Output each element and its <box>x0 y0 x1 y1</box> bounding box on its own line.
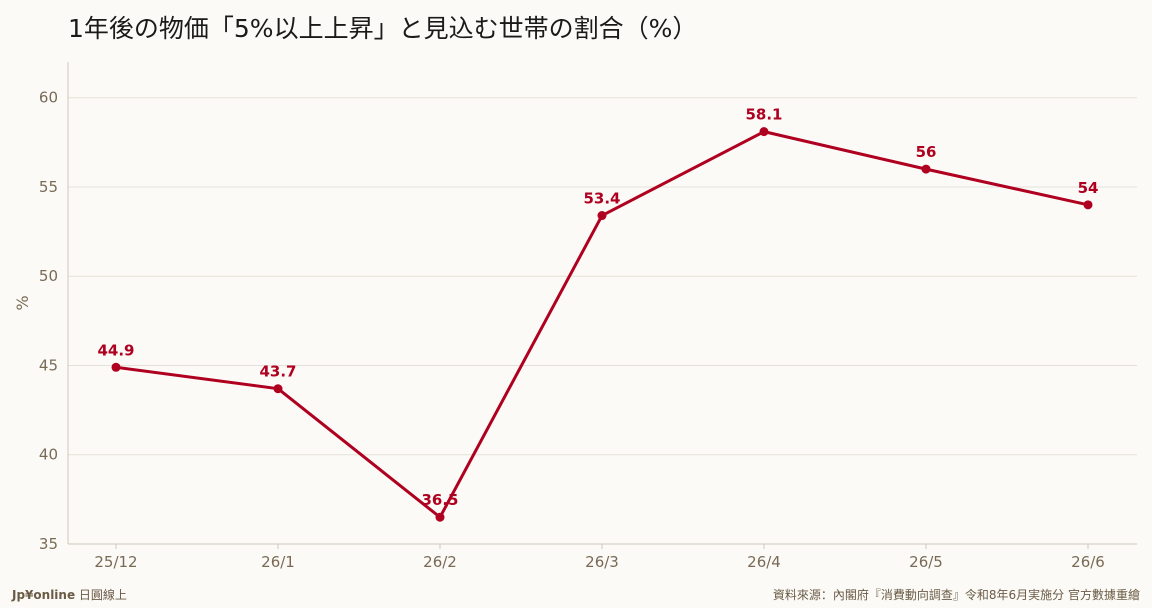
data-label: 54 <box>1078 179 1099 197</box>
data-point <box>597 211 607 221</box>
data-label: 58.1 <box>745 106 782 124</box>
x-axis-ticks: 25/12 26/1 26/2 26/3 26/4 26/5 26/6 <box>94 544 1105 571</box>
y-tick-label: 35 <box>39 535 58 553</box>
gridlines <box>68 97 1137 456</box>
chart-title: 1年後の物価「5%以上上昇」と見込む世帯の割合（%） <box>68 14 697 43</box>
data-point <box>111 362 121 372</box>
y-tick-label: 45 <box>39 356 58 374</box>
data-point <box>273 384 283 394</box>
source-note: 資料來源：內閣府『消費動向調查』令和8年6月実施分 官方數據重繪 <box>773 587 1140 602</box>
x-tick-label: 25/12 <box>94 553 137 571</box>
data-label: 36.5 <box>421 491 458 509</box>
data-labels: 44.9 43.7 36.5 53.4 58.1 56 54 <box>97 106 1098 510</box>
x-tick-label: 26/6 <box>1071 553 1105 571</box>
x-tick-label: 26/5 <box>909 553 943 571</box>
data-point <box>435 512 445 522</box>
brand-name: Jp¥online <box>11 588 75 602</box>
y-tick-label: 55 <box>39 178 58 196</box>
y-tick-label: 50 <box>39 267 58 285</box>
data-point <box>921 164 931 174</box>
brand-subtitle: 日圓線上 <box>75 587 127 602</box>
brand-footer: Jp¥online 日圓線上 <box>11 587 127 602</box>
y-tick-label: 60 <box>39 89 58 107</box>
data-point <box>759 127 769 137</box>
data-label: 43.7 <box>259 363 296 381</box>
x-tick-label: 26/4 <box>747 553 781 571</box>
y-axis-ticks: 35 40 45 50 55 60 <box>39 89 58 553</box>
series-group <box>111 127 1093 522</box>
data-label: 44.9 <box>97 341 134 359</box>
y-axis-label: % <box>13 295 32 310</box>
x-tick-label: 26/2 <box>423 553 457 571</box>
data-label: 56 <box>916 143 937 161</box>
x-tick-label: 26/3 <box>585 553 619 571</box>
x-tick-label: 26/1 <box>261 553 295 571</box>
data-label: 53.4 <box>583 190 620 208</box>
y-tick-label: 40 <box>39 446 58 464</box>
data-point <box>1083 200 1093 210</box>
